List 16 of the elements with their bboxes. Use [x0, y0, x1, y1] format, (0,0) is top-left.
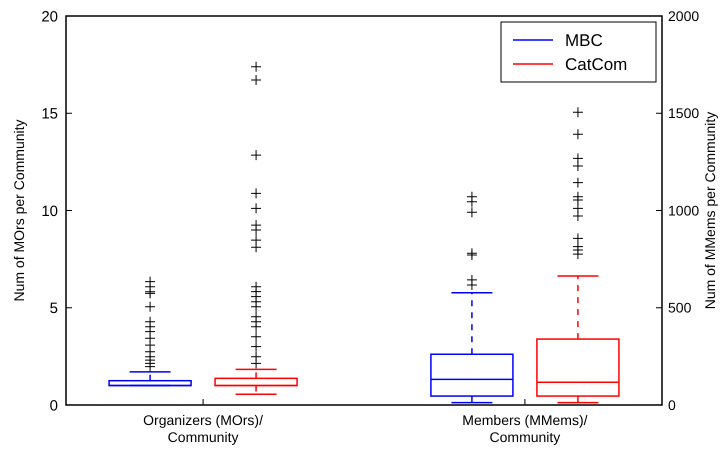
y-tick-label: 10 — [41, 202, 58, 220]
y-tick-label: 20 — [41, 8, 58, 26]
y-tick-label: 0 — [50, 397, 58, 414]
x-tick-label: Members (MMems)/ Community — [462, 412, 588, 445]
y2-axis-title: Num of MMems per Community — [702, 112, 718, 310]
y-tick-label: 15 — [41, 106, 58, 122]
y2-tick-label: 2000 — [668, 8, 700, 24]
y2-tick-label: 1500 — [668, 105, 700, 122]
legend-label: MBC — [565, 30, 603, 50]
y2-tick-label: 500 — [668, 300, 692, 316]
y-tick-label: 5 — [50, 300, 58, 317]
y2-tick-label: 0 — [668, 396, 676, 413]
x-tick-label: Organizers (MOrs)/ Community — [143, 412, 264, 445]
y-axis-title: Num of MOrs per Community — [11, 119, 27, 302]
y2-tick-label: 1000 — [668, 202, 700, 218]
legend-label: CatCom — [565, 54, 628, 74]
